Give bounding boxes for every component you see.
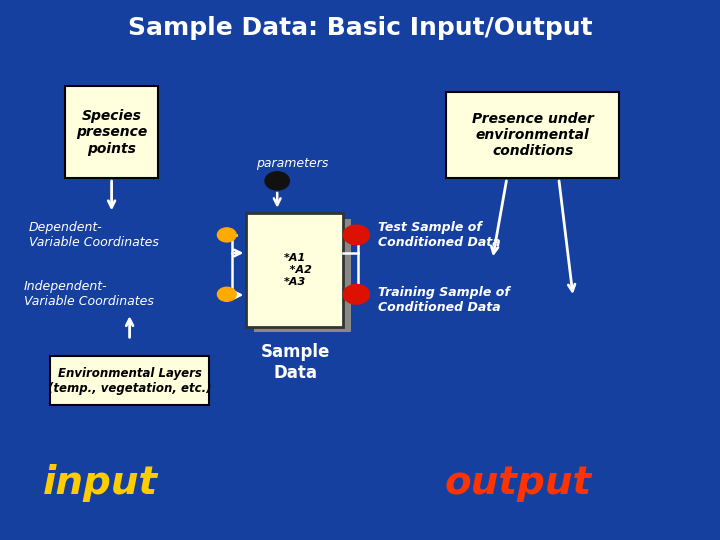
Text: parameters: parameters — [256, 157, 328, 170]
Text: Species
presence
points: Species presence points — [76, 109, 147, 156]
Text: Sample
Data: Sample Data — [261, 343, 330, 382]
Bar — [246, 213, 343, 327]
Text: Presence under
environmental
conditions: Presence under environmental conditions — [472, 112, 594, 158]
Text: Test Sample of
Conditioned Data: Test Sample of Conditioned Data — [378, 221, 500, 249]
Circle shape — [343, 285, 369, 304]
Text: *A1
   *A2
*A3: *A1 *A2 *A3 — [278, 253, 312, 287]
Bar — [65, 86, 158, 178]
Text: output: output — [445, 464, 592, 502]
Text: Independent-
Variable Coordinates: Independent- Variable Coordinates — [24, 280, 153, 308]
Circle shape — [343, 225, 369, 245]
Bar — [446, 92, 619, 178]
Circle shape — [217, 228, 236, 242]
Bar — [254, 219, 351, 332]
Text: Dependent-
Variable Coordinates: Dependent- Variable Coordinates — [29, 221, 158, 249]
Bar — [50, 356, 209, 405]
Text: Environmental Layers
(temp., vegetation, etc.): Environmental Layers (temp., vegetation,… — [48, 367, 212, 395]
Circle shape — [217, 287, 236, 301]
Circle shape — [265, 172, 289, 190]
Text: Sample Data: Basic Input/Output: Sample Data: Basic Input/Output — [127, 16, 593, 40]
Text: input: input — [43, 464, 158, 502]
Text: Training Sample of
Conditioned Data: Training Sample of Conditioned Data — [378, 286, 510, 314]
